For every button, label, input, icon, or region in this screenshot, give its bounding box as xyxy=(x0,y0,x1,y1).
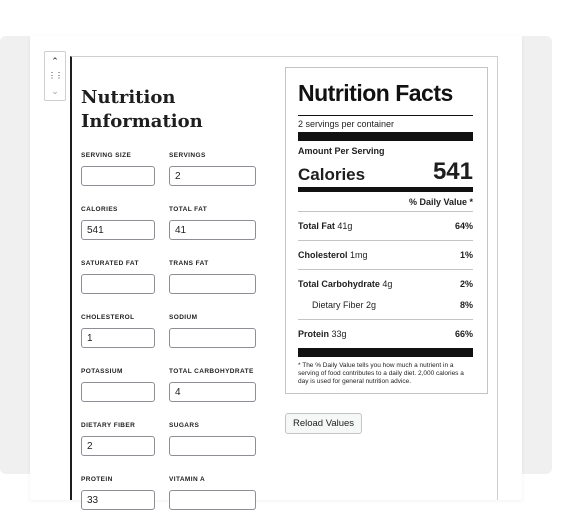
protein-input[interactable] xyxy=(81,490,155,510)
nutrient-percent: 66% xyxy=(454,329,473,339)
total-fat-input[interactable] xyxy=(169,220,256,240)
field-label: CALORIES xyxy=(81,206,118,213)
nutrition-facts-label: Nutrition Facts 2 servings per container… xyxy=(298,79,473,386)
field-serving-size: SERVING SIZE xyxy=(81,152,169,186)
field-label: TRANS FAT xyxy=(169,260,209,267)
field-label: PROTEIN xyxy=(81,476,113,483)
nutrient-row-total-carbohydrate: Total Carbohydrate 4g 2% xyxy=(298,269,473,298)
servings-per-container: 2 servings per container xyxy=(298,115,473,129)
field-total-carbohydrate: TOTAL CARBOHYDRATE xyxy=(169,368,257,402)
dietary-fiber-input[interactable] xyxy=(81,436,155,456)
field-label: VITAMIN A xyxy=(169,476,206,483)
nutrient-percent: 1% xyxy=(459,250,473,260)
serving-size-input[interactable] xyxy=(81,166,155,186)
nutrient-percent: 2% xyxy=(459,279,473,289)
nutrient-name: Protein xyxy=(298,329,330,339)
nutrient-amount: 2g xyxy=(366,300,377,310)
daily-value-footnote: * The % Daily Value tells you how much a… xyxy=(298,362,464,385)
field-label: TOTAL CARBOHYDRATE xyxy=(169,368,254,375)
nutrient-row-total-fat: Total Fat 41g 64% xyxy=(298,211,473,240)
trans-fat-input[interactable] xyxy=(169,274,256,294)
sodium-input[interactable] xyxy=(169,328,256,348)
block-title: Nutrition Information xyxy=(81,87,203,132)
potassium-input[interactable] xyxy=(81,382,155,402)
nutrient-amount: 1mg xyxy=(350,250,368,260)
reload-values-button[interactable]: Reload Values xyxy=(285,413,362,434)
daily-value-header: % Daily Value * xyxy=(408,197,473,207)
nutrient-name: Cholesterol xyxy=(298,250,348,260)
nutrition-label-panel xyxy=(285,67,488,394)
amount-per-serving: Amount Per Serving xyxy=(298,146,385,156)
field-servings: SERVINGS xyxy=(169,152,257,186)
field-potassium: POTASSIUM xyxy=(81,368,169,402)
divider-thick xyxy=(298,132,473,141)
field-label: TOTAL FAT xyxy=(169,206,208,213)
field-label: CHOLESTEROL xyxy=(81,314,135,321)
field-dietary-fiber: DIETARY FIBER xyxy=(81,422,169,456)
field-label: SUGARS xyxy=(169,422,200,429)
field-label: SERVING SIZE xyxy=(81,152,132,159)
nutrient-name: Total Fat xyxy=(298,221,335,231)
field-label: POTASSIUM xyxy=(81,368,123,375)
total-carbohydrate-input[interactable] xyxy=(169,382,256,402)
field-label: SERVINGS xyxy=(169,152,206,159)
block-frame xyxy=(70,56,498,500)
field-label: SATURATED FAT xyxy=(81,260,139,267)
nutrient-percent: 8% xyxy=(459,300,473,310)
calories-value: 541 xyxy=(432,158,473,185)
nutrition-facts-title: Nutrition Facts xyxy=(298,80,453,106)
vitamin-a-input[interactable] xyxy=(169,490,256,510)
field-sodium: SODIUM xyxy=(169,314,257,348)
field-total-fat: TOTAL FAT xyxy=(169,206,257,240)
sugars-input[interactable] xyxy=(169,436,256,456)
field-cholesterol: CHOLESTEROL xyxy=(81,314,169,348)
nutrient-row-dietary-fiber: Dietary Fiber 2g 8% xyxy=(298,298,473,319)
block-mover: ⌃ ⋮⋮ ⌄ xyxy=(44,51,66,101)
nutrient-name: Total Carbohydrate xyxy=(298,279,380,289)
calories-input[interactable] xyxy=(81,220,155,240)
field-saturated-fat: SATURATED FAT xyxy=(81,260,169,294)
field-label: DIETARY FIBER xyxy=(81,422,136,429)
nutrient-row-cholesterol: Cholesterol 1mg 1% xyxy=(298,240,473,269)
field-protein: PROTEIN xyxy=(81,476,169,510)
field-sugars: SUGARS xyxy=(169,422,257,456)
field-trans-fat: TRANS FAT xyxy=(169,260,257,294)
divider-thick xyxy=(298,348,473,357)
divider-medium xyxy=(298,187,473,192)
servings-input[interactable] xyxy=(169,166,256,186)
nutrient-amount: 33g xyxy=(331,329,347,339)
field-vitamin-a: VITAMIN A xyxy=(169,476,257,510)
nutrient-name: Dietary Fiber xyxy=(312,300,364,310)
saturated-fat-input[interactable] xyxy=(81,274,155,294)
drag-handle-icon[interactable]: ⋮⋮ xyxy=(48,71,63,80)
nutrient-row-protein: Protein 33g 66% xyxy=(298,319,473,348)
chevron-up-icon[interactable]: ⌃ xyxy=(51,56,59,66)
nutrient-amount: 4g xyxy=(382,279,393,289)
nutrient-amount: 41g xyxy=(337,221,353,231)
calories-row: Calories 541 xyxy=(298,159,473,185)
calories-label: Calories xyxy=(298,165,366,184)
field-calories: CALORIES xyxy=(81,206,169,240)
nutrient-percent: 64% xyxy=(454,221,473,231)
field-label: SODIUM xyxy=(169,314,198,321)
chevron-down-icon[interactable]: ⌄ xyxy=(51,86,59,96)
cholesterol-input[interactable] xyxy=(81,328,155,348)
